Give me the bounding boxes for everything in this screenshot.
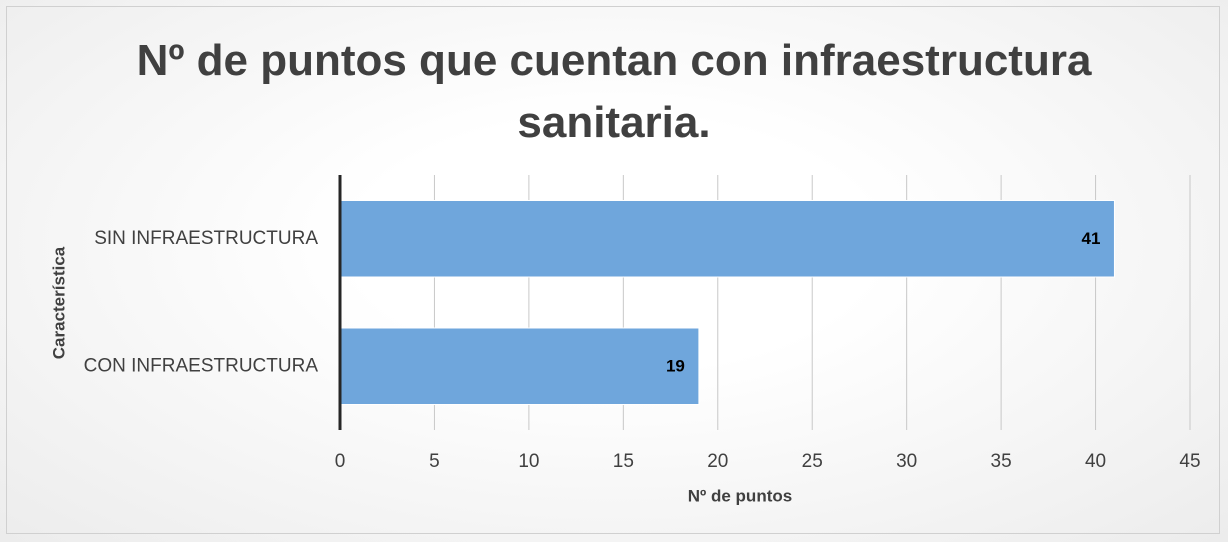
x-tick-label: 30 (896, 451, 917, 472)
x-tick-label: 10 (518, 451, 539, 472)
x-tick-label: 0 (335, 451, 346, 472)
x-tick-label: 15 (613, 451, 634, 472)
x-tick-label: 40 (1085, 451, 1106, 472)
data-label: 19 (666, 357, 685, 376)
x-tick-label: 25 (802, 451, 823, 472)
x-tick-label: 5 (429, 451, 440, 472)
y-tick-label: CON INFRAESTRUCTURA (84, 355, 319, 376)
y-tick-label: SIN INFRAESTRUCTURA (94, 228, 318, 249)
data-label: 41 (1082, 229, 1101, 248)
x-axis-label: Nº de puntos (688, 486, 792, 505)
x-tick-label: 35 (991, 451, 1012, 472)
chart-title: Nº de puntos que cuentan con infraestruc… (136, 36, 1092, 147)
x-tick-label: 20 (707, 451, 728, 472)
bar (339, 200, 1115, 278)
bar (339, 327, 700, 405)
y-axis-label: Característica (49, 246, 68, 359)
chart-border (6, 6, 1220, 534)
x-tick-label: 45 (1179, 451, 1200, 472)
